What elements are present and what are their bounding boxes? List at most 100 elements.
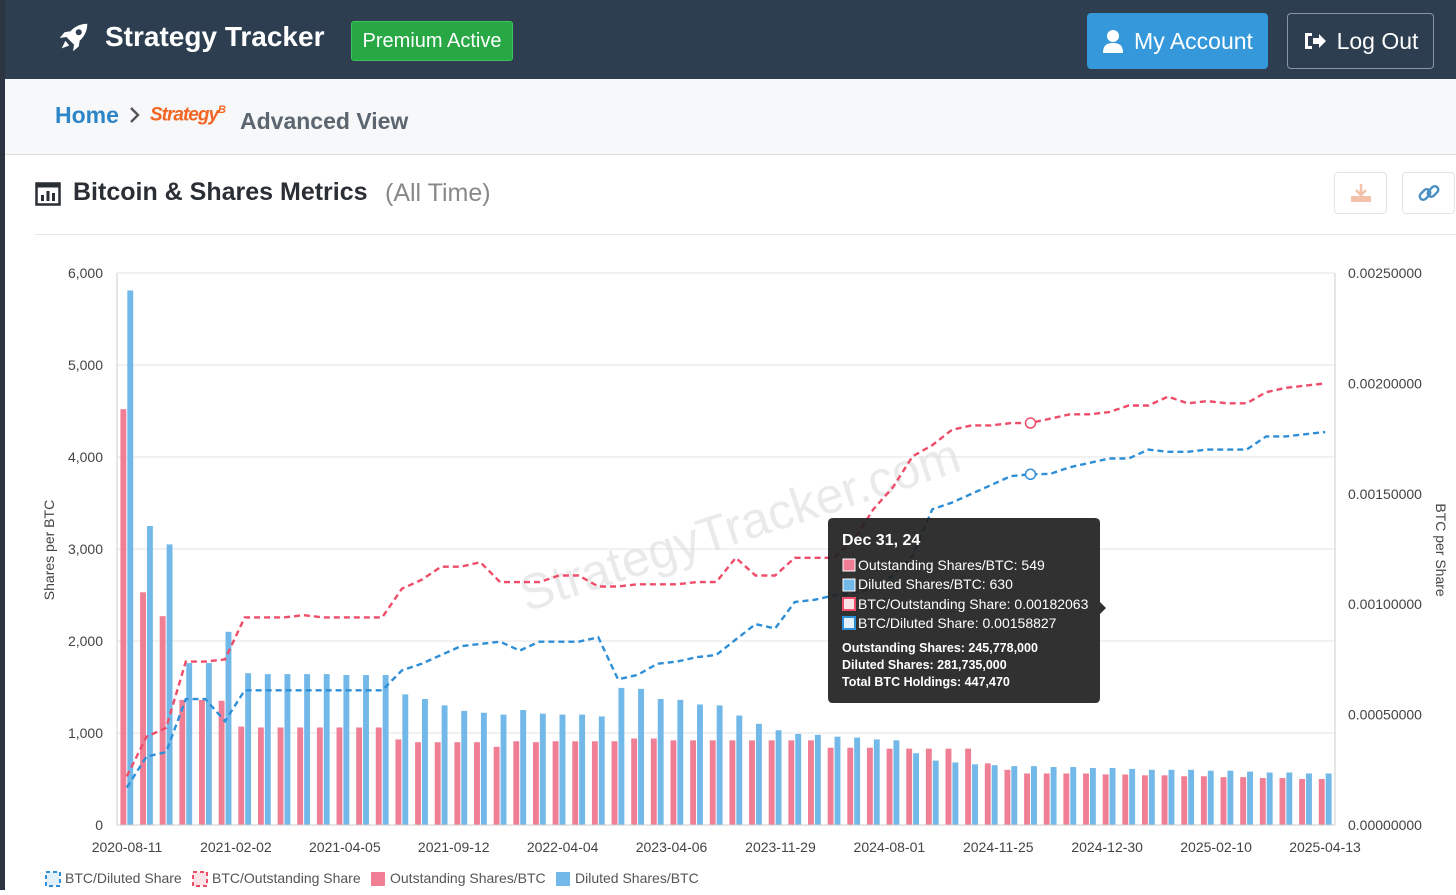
bar-outstanding-shares xyxy=(690,740,697,825)
bar-diluted-shares xyxy=(1070,767,1077,825)
bar-diluted-shares xyxy=(205,663,212,825)
bar-outstanding-shares xyxy=(827,747,834,825)
bar-diluted-shares xyxy=(913,753,920,825)
bar-outstanding-shares xyxy=(415,742,421,825)
bar-diluted-shares xyxy=(520,710,527,825)
line-btc-outstanding-share xyxy=(125,382,1326,777)
card-title: Bitcoin & Shares Metrics xyxy=(73,178,368,206)
bar-diluted-shares xyxy=(166,544,173,825)
bar-outstanding-shares xyxy=(847,747,854,825)
bar-diluted-shares xyxy=(225,631,232,825)
bar-outstanding-shares xyxy=(238,726,245,825)
tooltip-line-3: BTC/Outstanding Share: 0.00182063 xyxy=(858,596,1089,612)
bar-diluted-shares xyxy=(304,674,311,825)
bar-outstanding-shares xyxy=(316,727,323,825)
highlight-point-outstanding xyxy=(1024,417,1037,429)
link-icon xyxy=(1418,185,1439,201)
bar-diluted-shares xyxy=(814,734,821,825)
card-header: Bitcoin & Shares Metrics (All Time) xyxy=(35,165,1456,235)
legend-label-diluted-shares: Diluted Shares/BTC xyxy=(575,870,699,886)
y2-tick-label: 0.00200000 xyxy=(1348,375,1422,391)
bar-outstanding-shares xyxy=(768,740,775,825)
bar-diluted-shares xyxy=(873,739,880,825)
bar-diluted-shares xyxy=(461,710,468,825)
bar-outstanding-shares xyxy=(375,727,382,825)
bar-outstanding-shares xyxy=(572,741,579,825)
bar-diluted-shares xyxy=(893,740,900,825)
bar-outstanding-shares xyxy=(199,699,205,825)
y2-tick-label: 0.00100000 xyxy=(1348,596,1422,612)
x-tick-label: 2025-04-13 xyxy=(1289,839,1361,855)
strategy-logo-text: Strategy xyxy=(150,104,219,126)
bar-diluted-shares xyxy=(1266,772,1273,825)
copy-link-button[interactable] xyxy=(1402,172,1455,214)
bar-diluted-shares xyxy=(952,762,959,825)
breadcrumb-home-link[interactable]: Home xyxy=(55,102,119,128)
bar-outstanding-shares xyxy=(1279,778,1286,825)
bar-diluted-shares xyxy=(755,723,762,825)
tooltip-footer-1: Outstanding Shares: 245,778,000 xyxy=(842,641,1038,655)
bar-diluted-shares xyxy=(736,715,743,825)
x-tick-label: 2024-08-01 xyxy=(854,839,926,855)
bar-diluted-shares xyxy=(1109,767,1116,825)
y-tick-label: 6,000 xyxy=(68,265,103,281)
bar-diluted-shares xyxy=(1011,766,1018,825)
bar-diluted-shares xyxy=(1227,770,1234,825)
legend-item-btc-outstanding[interactable]: BTC/Outstanding Share xyxy=(192,870,361,887)
bar-outstanding-shares xyxy=(356,727,363,825)
export-button[interactable] xyxy=(1334,172,1387,214)
legend-item-outstanding-shares[interactable]: Outstanding Shares/BTC xyxy=(371,870,546,886)
bar-outstanding-shares xyxy=(513,741,520,825)
legend-item-diluted-shares[interactable]: Diluted Shares/BTC xyxy=(556,870,699,886)
bar-outstanding-shares xyxy=(709,740,716,825)
bar-diluted-shares xyxy=(775,730,782,825)
strategy-logo[interactable]: StrategyB xyxy=(150,104,226,126)
y2-axis-label: BTC per Share xyxy=(1433,503,1449,597)
card-subtitle: (All Time) xyxy=(385,179,491,207)
window-edge xyxy=(0,0,5,890)
bar-outstanding-shares xyxy=(395,739,402,825)
bar-outstanding-shares xyxy=(1122,774,1129,825)
my-account-label: My Account xyxy=(1134,27,1253,54)
bar-outstanding-shares xyxy=(474,742,480,825)
premium-status-badge: Premium Active xyxy=(351,21,513,61)
y-tick-label: 5,000 xyxy=(68,357,103,373)
bar-diluted-shares xyxy=(932,760,939,825)
brand[interactable]: Strategy Tracker xyxy=(55,18,324,56)
bar-diluted-shares xyxy=(559,714,566,825)
legend-label-btc-outstanding: BTC/Outstanding Share xyxy=(212,870,361,886)
top-navbar: Strategy Tracker Premium Active My Accou… xyxy=(5,0,1456,79)
bar-diluted-shares xyxy=(1306,773,1312,825)
bar-diluted-shares xyxy=(657,698,664,825)
bar-outstanding-shares xyxy=(591,741,598,825)
download-icon xyxy=(1350,184,1371,202)
bar-outstanding-shares xyxy=(984,763,991,825)
sign-out-icon xyxy=(1304,33,1326,49)
bar-outstanding-shares xyxy=(749,740,755,825)
bar-diluted-shares xyxy=(972,764,978,825)
legend-item-btc-diluted[interactable]: BTC/Diluted Share xyxy=(45,870,182,887)
bar-diluted-shares xyxy=(991,765,998,825)
bar-outstanding-shares xyxy=(297,727,304,825)
y2-tick-label: 0.00250000 xyxy=(1348,265,1422,281)
tooltip-footer-2: Diluted Shares: 281,735,000 xyxy=(842,658,1007,672)
strategy-logo-sup: B xyxy=(218,104,226,116)
bar-outstanding-shares xyxy=(611,741,618,825)
bar-outstanding-shares xyxy=(277,727,284,825)
bar-outstanding-shares xyxy=(1181,776,1188,825)
x-tick-label: 2023-11-29 xyxy=(745,839,816,855)
tooltip-swatch-btc-diluted xyxy=(842,616,856,630)
bar-outstanding-shares xyxy=(945,748,952,825)
bar-diluted-shares xyxy=(1207,770,1214,825)
bar-diluted-shares xyxy=(186,663,193,825)
bar-outstanding-shares xyxy=(1083,773,1089,825)
my-account-button[interactable]: My Account xyxy=(1087,13,1268,69)
log-out-button[interactable]: Log Out xyxy=(1287,13,1434,69)
tooltip-swatch-outstanding xyxy=(842,558,856,572)
y-axis-label: Shares per BTC xyxy=(41,500,57,600)
bar-diluted-shares xyxy=(1247,771,1253,825)
bar-outstanding-shares xyxy=(1043,773,1050,825)
x-tick-label: 2024-11-25 xyxy=(963,839,1034,855)
breadcrumb: Home StrategyB Advanced View xyxy=(5,79,1456,155)
bar-outstanding-shares xyxy=(1259,778,1266,825)
